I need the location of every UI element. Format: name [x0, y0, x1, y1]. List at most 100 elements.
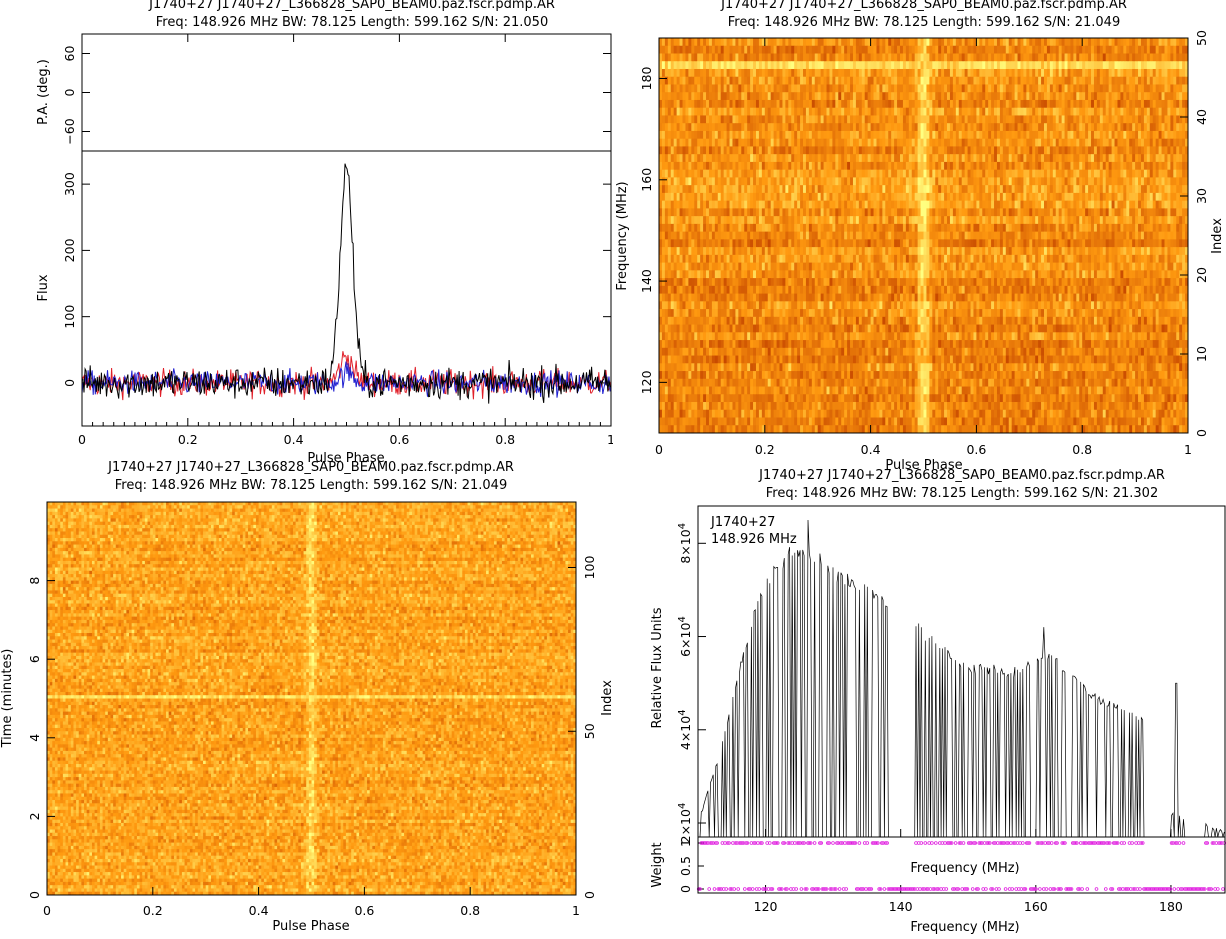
heat-cell [794, 77, 797, 85]
heat-cell [953, 108, 956, 116]
heat-cell [900, 177, 903, 185]
heat-cell [659, 84, 662, 92]
heat-cell [1091, 69, 1094, 77]
heat-cell [706, 123, 709, 131]
heat-cell [818, 208, 821, 216]
heat-cell [1047, 224, 1050, 232]
heat-cell [903, 239, 906, 247]
heat-cell [1182, 108, 1185, 116]
heat-cell [697, 185, 700, 193]
heat-cell [879, 216, 882, 224]
heat-cell [1088, 216, 1091, 224]
heat-cell [1162, 69, 1165, 77]
heat-cell [1091, 239, 1094, 247]
heat-cell [1073, 146, 1076, 154]
heat-cell [1020, 69, 1023, 77]
heat-cell [956, 108, 959, 116]
heat-cell [1053, 46, 1056, 54]
heat-cell [1070, 92, 1073, 100]
heat-cell [962, 216, 965, 224]
heat-cell [838, 193, 841, 201]
heat-cell [685, 92, 688, 100]
heat-cell [1115, 61, 1118, 69]
heat-cell [1129, 92, 1132, 100]
heat-cell [815, 131, 818, 139]
heat-cell [1065, 201, 1068, 209]
heat-cell [924, 170, 927, 178]
heat-cell [694, 115, 697, 123]
heat-cell [921, 123, 924, 131]
heat-cell [1164, 92, 1167, 100]
heat-cell [909, 162, 912, 170]
heat-cell [1164, 46, 1167, 54]
heat-cell [809, 201, 812, 209]
heat-cell [803, 193, 806, 201]
heat-cell [1173, 216, 1176, 224]
heat-cell [868, 108, 871, 116]
heat-cell [1020, 46, 1023, 54]
heat-cell [982, 69, 985, 77]
heat-cell [841, 146, 844, 154]
heat-cell [1065, 53, 1068, 61]
heat-cell [777, 53, 780, 61]
heat-cell [921, 239, 924, 247]
heat-cell [950, 216, 953, 224]
heat-cell [741, 224, 744, 232]
heat-cell [774, 139, 777, 147]
heat-cell [721, 115, 724, 123]
heat-cell [683, 170, 686, 178]
heat-cell [1126, 239, 1129, 247]
heat-cell [700, 239, 703, 247]
heat-cell [674, 77, 677, 85]
heat-cell [788, 61, 791, 69]
heat-cell [862, 170, 865, 178]
heat-cell [685, 131, 688, 139]
heat-cell [1156, 154, 1159, 162]
heat-cell [1050, 53, 1053, 61]
heat-cell [926, 170, 929, 178]
heat-cell [1006, 185, 1009, 193]
heat-cell [818, 146, 821, 154]
heat-cell [1085, 69, 1088, 77]
heat-cell [1159, 185, 1162, 193]
heat-cell [906, 232, 909, 240]
heat-cell [868, 154, 871, 162]
heat-cell [1153, 177, 1156, 185]
heat-cell [785, 177, 788, 185]
heat-cell [774, 208, 777, 216]
heat-cell [771, 201, 774, 209]
heat-cell [1109, 177, 1112, 185]
heat-cell [712, 239, 715, 247]
heat-cell [756, 154, 759, 162]
heat-cell [827, 170, 830, 178]
heat-cell [715, 108, 718, 116]
heat-cell [991, 131, 994, 139]
heat-cell [1126, 185, 1129, 193]
heat-cell [1147, 154, 1150, 162]
heat-cell [824, 201, 827, 209]
heat-cell [903, 100, 906, 108]
heat-cell [1029, 201, 1032, 209]
heat-cell [1023, 146, 1026, 154]
heat-cell [926, 53, 929, 61]
heat-cell [1120, 193, 1123, 201]
heat-cell [1068, 139, 1071, 147]
heat-cell [1138, 185, 1141, 193]
heat-cell [853, 201, 856, 209]
heat-cell [950, 108, 953, 116]
heat-cell [688, 123, 691, 131]
heat-cell [1115, 154, 1118, 162]
heat-cell [956, 53, 959, 61]
heat-cell [1091, 53, 1094, 61]
heat-cell [862, 224, 865, 232]
heat-cell [1100, 139, 1103, 147]
heat-cell [1123, 232, 1126, 240]
heat-cell [700, 69, 703, 77]
heat-cell [1032, 201, 1035, 209]
heat-cell [991, 201, 994, 209]
heat-cell [1106, 100, 1109, 108]
heat-cell [794, 177, 797, 185]
heat-cell [662, 247, 665, 255]
heat-cell [941, 139, 944, 147]
heat-cell [685, 193, 688, 201]
